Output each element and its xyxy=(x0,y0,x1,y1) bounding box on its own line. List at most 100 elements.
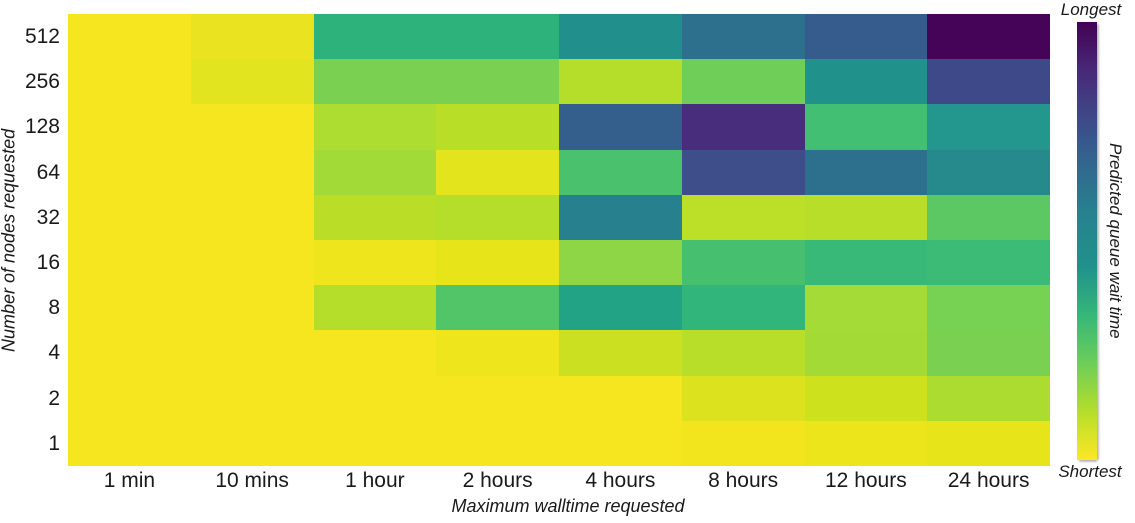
x-tick-label: 1 hour xyxy=(345,468,405,492)
y-tick-label: 256 xyxy=(24,70,60,94)
heatmap-cell xyxy=(804,240,928,286)
heatmap-cell xyxy=(559,285,682,331)
colorbar-shortest-label: Shortest xyxy=(1058,462,1122,481)
heatmap-cell xyxy=(804,285,928,331)
x-tick-label: 10 mins xyxy=(215,468,289,492)
heatmap-cell xyxy=(313,375,437,421)
y-axis-tick-labels: 512 256 128 64 32 16 8 4 2 1 xyxy=(0,14,62,466)
colorbar-longest-label: Longest xyxy=(1060,0,1122,19)
x-tick-label: 24 hours xyxy=(947,468,1030,492)
heatmap-cell xyxy=(313,330,437,376)
y-tick-label: 8 xyxy=(48,296,60,320)
x-axis-title: Maximum walltime requested xyxy=(451,496,685,516)
heatmap-cell xyxy=(681,420,805,466)
heatmap-cell xyxy=(436,149,559,195)
heatmap-cell xyxy=(927,375,1050,421)
heatmap-cell xyxy=(804,14,928,60)
heatmap-cell xyxy=(559,240,682,286)
heatmap-cell xyxy=(804,420,928,466)
heatmap-cell xyxy=(559,420,682,466)
heatmap-cell xyxy=(927,59,1050,105)
heatmap-cell xyxy=(190,104,314,150)
heatmap-cell xyxy=(559,375,682,421)
y-tick-label: 64 xyxy=(36,160,60,184)
heatmap-cell xyxy=(436,420,559,466)
heatmap-cell xyxy=(436,104,559,150)
heatmap-cell xyxy=(559,194,682,240)
y-tick-label: 16 xyxy=(36,251,60,275)
heatmap-cell xyxy=(681,240,805,286)
heatmap-cell xyxy=(190,375,314,421)
x-axis-tick-labels: 1 min 10 mins 1 hour 2 hours 4 hours 8 hours 1… xyxy=(68,467,1050,493)
heatmap-cell xyxy=(927,240,1050,286)
heatmap-cell xyxy=(681,330,805,376)
heatmap-cell xyxy=(68,149,191,195)
heatmap-cell xyxy=(927,330,1050,376)
heatmap-cell xyxy=(559,330,682,376)
x-tick-label: 8 hours xyxy=(708,468,779,492)
heatmap-cell xyxy=(681,59,805,105)
heatmap-cell xyxy=(681,375,805,421)
x-tick-label: 1 min xyxy=(103,468,156,492)
heatmap-cell xyxy=(190,149,314,195)
heatmap-cell xyxy=(190,240,314,286)
heatmap-cell xyxy=(927,104,1050,150)
heatmap-cell xyxy=(559,59,682,105)
heatmap-grid xyxy=(68,14,1050,466)
heatmap-cell xyxy=(313,194,437,240)
heatmap-cell xyxy=(190,330,314,376)
heatmap-cell xyxy=(190,420,314,466)
heatmap-cell xyxy=(927,285,1050,331)
y-tick-label: 4 xyxy=(48,341,60,365)
y-tick-label: 2 xyxy=(48,386,60,410)
heatmap-cell xyxy=(927,420,1050,466)
x-tick-label: 4 hours xyxy=(585,468,656,492)
heatmap-cell xyxy=(927,194,1050,240)
heatmap-cell xyxy=(804,149,928,195)
heatmap-cell xyxy=(190,59,314,105)
heatmap-cell xyxy=(190,194,314,240)
heatmap-cell xyxy=(436,14,559,60)
heatmap-cell xyxy=(436,285,559,331)
heatmap-cell xyxy=(436,240,559,286)
y-tick-label: 32 xyxy=(36,205,60,229)
heatmap-cell xyxy=(927,14,1050,60)
heatmap-cell xyxy=(559,104,682,150)
heatmap-cell xyxy=(681,285,805,331)
heatmap-cell xyxy=(681,14,805,60)
heatmap-cell xyxy=(313,149,437,195)
y-tick-label: 1 xyxy=(48,431,60,455)
heatmap-cell xyxy=(559,149,682,195)
heatmap-cell xyxy=(190,285,314,331)
heatmap-cell xyxy=(68,104,191,150)
heatmap-cell xyxy=(190,14,314,60)
heatmap-cell xyxy=(804,375,928,421)
x-tick-label: 2 hours xyxy=(462,468,533,492)
heatmap-cell xyxy=(68,240,191,286)
heatmap-cell xyxy=(68,285,191,331)
heatmap-cell xyxy=(804,194,928,240)
heatmap-cell xyxy=(436,59,559,105)
y-tick-label: 128 xyxy=(24,115,60,139)
heatmap-cell xyxy=(68,194,191,240)
heatmap-cell xyxy=(68,59,191,105)
heatmap-cell xyxy=(681,104,805,150)
x-tick-label: 12 hours xyxy=(825,468,907,492)
heatmap-cell xyxy=(436,375,559,421)
heatmap-cell xyxy=(313,14,437,60)
heatmap-cell xyxy=(313,285,437,331)
colorbar-title: Predicted queue wait time xyxy=(1106,143,1125,339)
heatmap-cell xyxy=(804,104,928,150)
heatmap-cell xyxy=(436,194,559,240)
heatmap-cell xyxy=(68,375,191,421)
colorbar xyxy=(1077,22,1097,460)
heatmap-cell xyxy=(681,194,805,240)
heatmap-cell xyxy=(68,420,191,466)
heatmap-cell xyxy=(68,14,191,60)
y-tick-label: 512 xyxy=(24,25,60,49)
heatmap-cell xyxy=(436,330,559,376)
heatmap-cell xyxy=(804,59,928,105)
heatmap-cell xyxy=(927,149,1050,195)
heatmap-cell xyxy=(559,14,682,60)
